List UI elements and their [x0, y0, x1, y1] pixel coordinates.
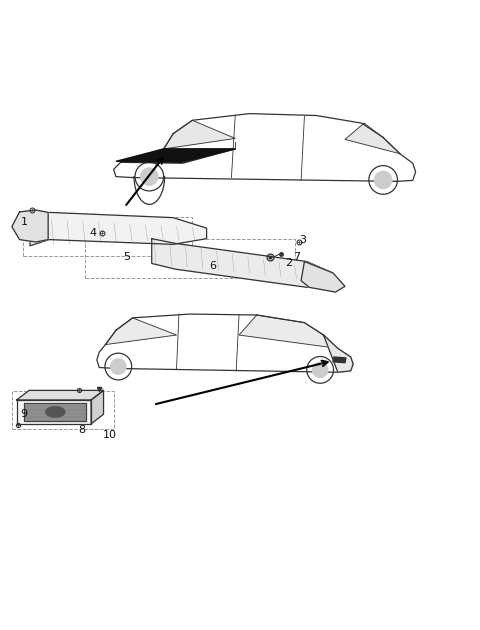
Circle shape	[312, 362, 328, 377]
Polygon shape	[116, 149, 235, 163]
Polygon shape	[12, 210, 48, 242]
Polygon shape	[91, 391, 104, 424]
Bar	[85, 239, 295, 278]
Polygon shape	[301, 261, 345, 292]
Polygon shape	[17, 391, 104, 400]
Text: 2: 2	[285, 258, 292, 268]
Polygon shape	[152, 239, 333, 287]
Polygon shape	[120, 149, 235, 163]
Polygon shape	[30, 212, 206, 246]
Polygon shape	[345, 123, 400, 154]
Circle shape	[141, 168, 158, 185]
Circle shape	[111, 359, 126, 374]
Text: 3: 3	[300, 234, 307, 244]
Ellipse shape	[46, 406, 65, 417]
Text: 8: 8	[79, 425, 86, 435]
Text: 9: 9	[21, 410, 28, 419]
Text: 6: 6	[209, 261, 216, 272]
Polygon shape	[333, 357, 346, 363]
Bar	[23, 217, 192, 256]
Circle shape	[374, 171, 392, 188]
Bar	[12, 391, 115, 428]
Polygon shape	[239, 315, 338, 348]
Polygon shape	[164, 120, 235, 149]
Text: 10: 10	[103, 430, 117, 440]
Polygon shape	[324, 335, 353, 372]
Text: 5: 5	[123, 252, 130, 262]
Polygon shape	[106, 318, 177, 345]
Polygon shape	[17, 400, 91, 424]
Text: 4: 4	[90, 228, 97, 238]
Text: 1: 1	[21, 217, 27, 227]
Text: 7: 7	[293, 252, 300, 262]
Polygon shape	[24, 403, 86, 421]
